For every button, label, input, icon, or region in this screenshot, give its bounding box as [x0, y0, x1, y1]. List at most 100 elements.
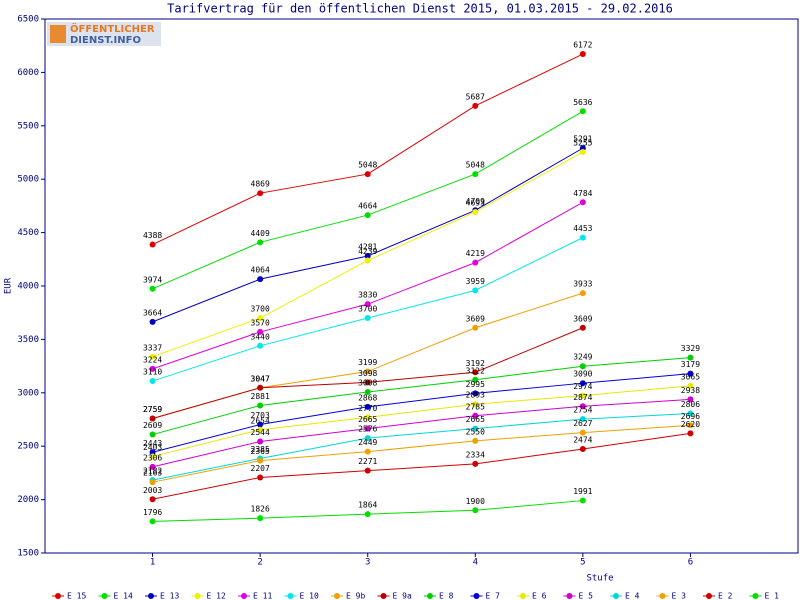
- data-point: [364, 252, 371, 259]
- x-tick-label: 1: [150, 558, 155, 568]
- data-label: 2665: [358, 415, 377, 424]
- legend-label: E_9b: [346, 592, 365, 600]
- legend-marker: [473, 593, 480, 599]
- logo-text: DIENST.INFO: [70, 35, 141, 46]
- data-point: [364, 388, 371, 395]
- series-line: [152, 413, 691, 481]
- data-label: 4693: [466, 198, 485, 207]
- y-tick-label: 3500: [17, 335, 39, 345]
- x-tick-label: 3: [365, 558, 370, 568]
- data-label: 3008: [358, 378, 377, 387]
- data-point: [472, 437, 479, 444]
- y-tick-label: 3000: [17, 388, 39, 398]
- data-point: [472, 507, 479, 514]
- data-point: [149, 318, 156, 325]
- data-label: 4239: [358, 247, 377, 256]
- data-point: [472, 259, 479, 266]
- data-point: [149, 415, 156, 422]
- data-label: 5048: [466, 161, 485, 170]
- data-label: 3047: [251, 374, 270, 383]
- data-point: [149, 463, 156, 470]
- chart-title: Tarifvertrag für den öffentlichen Dienst…: [167, 2, 673, 16]
- data-label: 3974: [143, 275, 162, 284]
- data-label: 4453: [573, 224, 592, 233]
- data-label: 3933: [573, 280, 592, 289]
- data-label: 3065: [681, 372, 700, 381]
- data-point: [257, 384, 264, 391]
- y-tick-label: 4500: [17, 228, 39, 238]
- data-point: [364, 414, 371, 421]
- legend-marker: [55, 593, 61, 599]
- data-label: 3090: [573, 370, 592, 379]
- legend-label: E_10: [300, 592, 319, 600]
- data-label: 5636: [573, 98, 592, 107]
- data-label: 3440: [251, 332, 270, 341]
- data-point: [472, 102, 479, 109]
- data-point: [149, 449, 156, 456]
- data-label: 3959: [466, 277, 485, 286]
- legend-label: E_4: [625, 592, 640, 600]
- data-point: [579, 429, 586, 436]
- data-label: 5687: [466, 92, 485, 101]
- legend-label: E_5: [579, 592, 594, 600]
- data-point: [257, 438, 264, 445]
- data-label: 4664: [358, 202, 377, 211]
- data-label: 2759: [143, 405, 162, 414]
- series-line: [152, 201, 584, 370]
- data-label: 2620: [681, 420, 700, 429]
- data-point: [472, 390, 479, 397]
- data-point: [149, 453, 156, 460]
- data-label: 1826: [251, 505, 270, 514]
- data-point: [257, 402, 264, 409]
- data-point: [149, 285, 156, 292]
- data-point: [579, 380, 586, 387]
- data-point: [257, 515, 264, 522]
- series-line: [152, 385, 691, 458]
- data-label: 4281: [358, 242, 377, 251]
- data-label: 2609: [143, 421, 162, 430]
- data-label: 3329: [681, 344, 700, 353]
- data-point: [364, 368, 371, 375]
- data-label: 2207: [251, 464, 270, 473]
- data-point: [687, 422, 694, 429]
- legend-marker: [659, 593, 666, 599]
- legend-marker: [287, 593, 294, 599]
- legend-label: E_14: [114, 592, 133, 600]
- data-point: [472, 324, 479, 331]
- data-label: 3199: [358, 358, 377, 367]
- series-line: [152, 424, 691, 483]
- data-label: 2449: [358, 438, 377, 447]
- data-point: [257, 474, 264, 481]
- data-label: 2334: [466, 450, 485, 459]
- x-tick-label: 4: [473, 558, 478, 568]
- data-label: 5048: [358, 161, 377, 170]
- data-point: [364, 448, 371, 455]
- data-label: 2550: [466, 427, 485, 436]
- legend-marker: [752, 593, 759, 599]
- data-label: 6172: [573, 41, 592, 50]
- legend-label: E_13: [160, 592, 179, 600]
- data-label: 2576: [358, 425, 377, 434]
- legend-marker: [380, 593, 387, 599]
- data-point: [149, 353, 156, 360]
- data-point: [579, 290, 586, 297]
- data-label: 2271: [358, 457, 377, 466]
- data-label: 4784: [573, 189, 592, 198]
- series-line: [152, 373, 691, 453]
- data-point: [257, 426, 264, 433]
- legend-label: E_7: [486, 592, 501, 600]
- data-label: 4064: [251, 266, 270, 275]
- data-point: [149, 378, 156, 385]
- data-point: [687, 370, 694, 377]
- y-tick-label: 5000: [17, 175, 39, 185]
- data-label: 2385: [251, 445, 270, 454]
- data-label: 2665: [466, 415, 485, 424]
- x-axis-label: Stufe: [586, 574, 613, 584]
- data-label: 3192: [466, 359, 485, 368]
- data-point: [579, 497, 586, 504]
- data-point: [472, 425, 479, 432]
- data-label: 4709: [466, 197, 485, 206]
- data-point: [579, 199, 586, 206]
- legend-marker: [334, 593, 340, 599]
